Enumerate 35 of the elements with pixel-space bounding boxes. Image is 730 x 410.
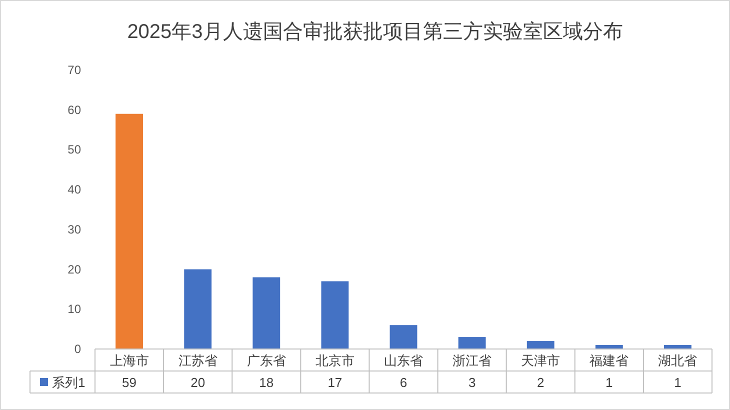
x-tick-label: 江苏省 <box>178 353 218 368</box>
data-label: 1 <box>674 375 682 390</box>
y-tick-label: 60 <box>68 102 82 117</box>
bar <box>458 337 486 349</box>
data-label: 17 <box>328 375 342 390</box>
x-tick-label: 天津市 <box>521 353 560 368</box>
data-label: 18 <box>259 375 274 390</box>
y-tick-label: 50 <box>68 142 82 157</box>
x-tick-label: 浙江省 <box>452 353 492 368</box>
data-label: 59 <box>122 375 137 390</box>
data-label: 2 <box>536 375 544 390</box>
y-tick-label: 40 <box>68 182 82 197</box>
x-tick-label: 山东省 <box>384 353 423 368</box>
chart-title: 2025年3月人遗国合审批获批项目第三方实验室区域分布 <box>127 20 623 43</box>
bar <box>252 277 280 349</box>
y-tick-label: 20 <box>68 262 82 276</box>
bar <box>526 341 554 349</box>
x-tick-label: 上海市 <box>110 353 149 368</box>
x-tick-label: 广东省 <box>246 353 286 368</box>
bar <box>116 114 143 349</box>
bar <box>321 281 349 349</box>
y-tick-label: 30 <box>68 222 82 236</box>
legend-label: 系列1 <box>52 375 86 390</box>
y-tick-label: 70 <box>68 63 82 77</box>
data-label: 6 <box>400 375 408 390</box>
data-label: 1 <box>606 375 613 390</box>
x-tick-label: 湖北省 <box>658 353 698 368</box>
bar <box>184 269 212 349</box>
bar <box>390 325 418 349</box>
y-tick-label: 10 <box>68 302 82 316</box>
x-tick-label: 福建省 <box>590 353 629 368</box>
data-label: 3 <box>468 375 476 390</box>
y-tick-label: 0 <box>74 342 82 356</box>
data-label: 20 <box>190 375 206 390</box>
x-tick-label: 北京市 <box>315 353 354 368</box>
